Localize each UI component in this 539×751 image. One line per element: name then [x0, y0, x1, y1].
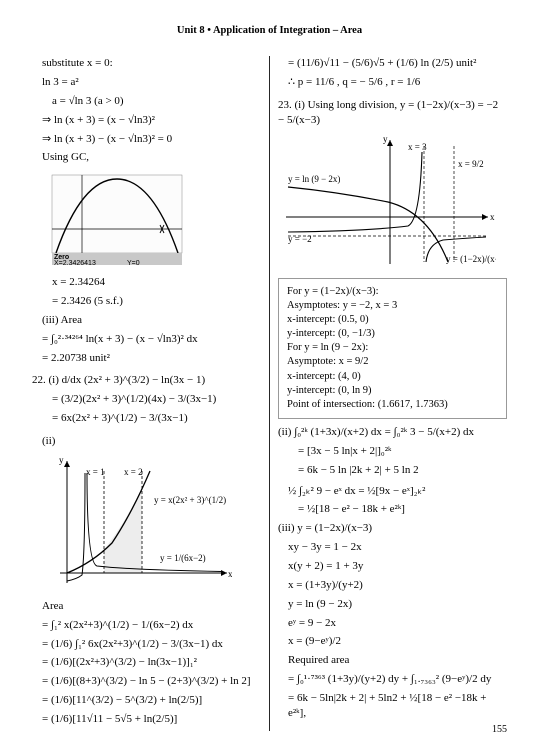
box-line: Point of intersection: (1.6617, 1.7363) — [287, 398, 498, 412]
eq-line: = ∫₀²·³⁴²⁶⁴ ln(x + 3) − (x − √ln3)² dx — [32, 332, 261, 347]
eq-line: ∴ p = 11/6 , q = − 5/6 , r = 1/6 — [278, 75, 507, 90]
analysis-box: For y = (1−2x)/(x−3): Asymptotes: y = −2… — [278, 278, 507, 420]
curve2-label: y = 1/(6x−2) — [160, 553, 206, 563]
eq-line: = (1/6)[11^(3/2) − 5^(3/2) + ln(2/5)] — [32, 693, 261, 708]
eq-line: x = (9−eʸ)/2 — [278, 634, 507, 649]
eq-line: eʸ = 9 − 2x — [278, 616, 507, 631]
sub-line: substitute x = 0: — [32, 56, 261, 71]
page-number: 155 — [492, 723, 507, 737]
q22-heading: 22. (i) d/dx (2x² + 3)^(3/2) − ln(3x − 1… — [32, 373, 261, 388]
box-line: x-intercept: (0.5, 0) — [287, 313, 498, 327]
eq-line: = [3x − 5 ln|x + 2|]₀²ᵏ — [278, 444, 507, 459]
box-line: Asymptote: x = 9/2 — [287, 355, 498, 369]
q23-lead: 23. (i) Using long division, y = (1−2x)/… — [278, 98, 507, 128]
eq-line: = (1/6)[(8+3)^(3/2) − ln 5 − (2+3)^(3/2)… — [32, 674, 261, 689]
unit-header: Unit 8 • Application of Integration – Ar… — [32, 24, 507, 38]
x92-label: x = 9/2 — [458, 159, 484, 169]
ylog-label: y = ln (9 − 2x) — [288, 174, 340, 184]
eq-line: (iii) y = (1−2x)/(x−3) — [278, 521, 507, 536]
area-heading: Area — [32, 599, 261, 614]
eq-line: = (1/6)[11√11 − 5√5 + ln(2/5)] — [32, 712, 261, 727]
eq-line: xy − 3y = 1 − 2x — [278, 540, 507, 555]
gc-y-value: Y=0 — [127, 260, 140, 267]
box-line: y-intercept: (0, ln 9) — [287, 384, 498, 398]
box-line: For y = ln (9 − 2x): — [287, 341, 498, 355]
svg-text:y: y — [383, 134, 388, 144]
eq-line: x(y + 2) = 1 + 3y — [278, 559, 507, 574]
eq-line: x = (1+3y)/(y+2) — [278, 578, 507, 593]
eq-line: a = √ln 3 (a > 0) — [32, 94, 261, 109]
rational-log-plot: x y x = 3 x = 9/2 y = −2 y = ln (9 − 2x) — [278, 132, 507, 272]
eq-line: (ii) ∫₀²ᵏ (1+3x)/(x+2) dx = ∫₀²ᵏ 3 − 5/(… — [278, 425, 507, 440]
eq-line: = 6k − 5ln|2k + 2| + 5ln2 + ½[18 − e² −1… — [278, 691, 507, 721]
eq-line: = 2.3426 (5 s.f.) — [32, 294, 261, 309]
eq-line: = ½[18 − e² − 18k + e²ᵏ] — [278, 502, 507, 517]
box-line: y-intercept: (0, −1/3) — [287, 327, 498, 341]
eq-line: x = 2.34264 — [32, 275, 261, 290]
svg-text:x: x — [228, 569, 232, 579]
eq-line: = ∫₀¹·⁷³⁶³ (1+3y)/(y+2) dy + ∫₁.₇₃₆₃² (9… — [278, 672, 507, 687]
gc-screenshot: Zero X=2.3426413 Y=0 — [32, 169, 261, 269]
eq-line: = 6k − 5 ln |2k + 2| + 5 ln 2 — [278, 463, 507, 478]
x2-label: x = 2 — [124, 467, 143, 477]
q22-lead: 22. (i) — [32, 374, 62, 386]
box-line: For y = (1−2x)/(x−3): — [287, 285, 498, 299]
eq-line: = ∫₁² x(2x²+3)^(1/2) − 1/(6x−2) dx — [32, 618, 261, 633]
x3-label: x = 3 — [408, 142, 427, 152]
eq-line: = (1/6)[(2x²+3)^(3/2) − ln(3x−1)]₁² — [32, 655, 261, 670]
eq-line: = (11/6)√11 − (5/6)√5 + (1/6) ln (2/5) u… — [278, 56, 507, 71]
eq-line: ½ ∫₂ₖ² 9 − eˣ dx = ½[9x − eˣ]₂ₖ² — [278, 484, 507, 499]
eq-line: y = ln (9 − 2x) — [278, 597, 507, 612]
svg-text:y: y — [59, 455, 64, 465]
eq-line: = 6x(2x² + 3)^(1/2) − 3/(3x−1) — [32, 411, 261, 426]
ym2-label: y = −2 — [288, 234, 312, 244]
curve1-label: y = x(2x² + 3)^(1/2) — [154, 495, 226, 505]
left-column: substitute x = 0: ln 3 = a² a = √ln 3 (a… — [32, 56, 267, 731]
page: Unit 8 • Application of Integration – Ar… — [0, 0, 539, 751]
eq-line: (iii) Area — [32, 313, 261, 328]
eq-line: Required area — [278, 653, 507, 668]
column-divider — [269, 56, 270, 731]
yfrac-label: y = (1−2x)/(x−3) — [446, 254, 496, 264]
eq-line: = (1/6) ∫₁² 6x(2x²+3)^(1/2) − 3/(3x−1) d… — [32, 637, 261, 652]
svg-text:x: x — [490, 212, 495, 222]
x1-label: x = 1 — [86, 467, 105, 477]
box-line: x-intercept: (4, 0) — [287, 370, 498, 384]
q22-expr: d/dx (2x² + 3)^(3/2) − ln(3x − 1) — [62, 374, 205, 386]
eq-line: Using GC, — [32, 150, 261, 165]
q22-ii: (ii) — [32, 434, 261, 449]
gc-x-value: X=2.3426413 — [54, 260, 96, 267]
eq-line: ln 3 = a² — [32, 75, 261, 90]
box-line: Asymptotes: y = −2, x = 3 — [287, 299, 498, 313]
eq-line: ⇒ ln (x + 3) − (x − √ln3)² = 0 — [32, 132, 261, 147]
eq-line: ⇒ ln (x + 3) = (x − √ln3)² — [32, 113, 261, 128]
right-column: = (11/6)√11 − (5/6)√5 + (1/6) ln (2/5) u… — [272, 56, 507, 731]
eq-line: = 2.20738 unit² — [32, 351, 261, 366]
curve-plot: x y x = 1 x = 2 y = x(2x² + 3)^(1/2) y = — [32, 453, 261, 593]
two-column-layout: substitute x = 0: ln 3 = a² a = √ln 3 (a… — [32, 56, 507, 731]
eq-line: = (3/2)(2x² + 3)^(1/2)(4x) − 3/(3x−1) — [32, 392, 261, 407]
